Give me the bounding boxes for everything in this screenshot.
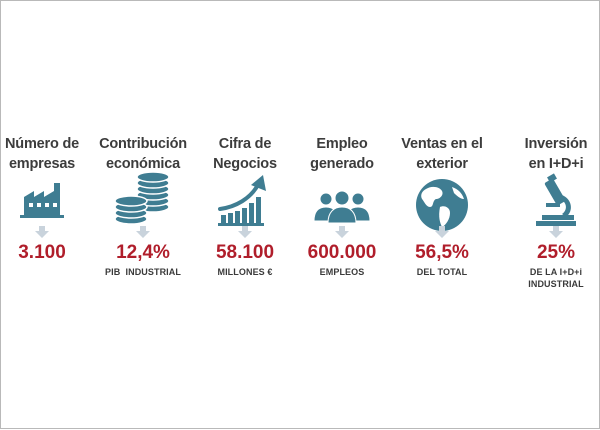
stat-title: Cifra de Negocios <box>195 134 295 174</box>
title-line-2: Negocios <box>213 156 277 172</box>
title-line-1: Empleo <box>316 136 368 152</box>
stat-turnover: Cifra de Negocios 58.100 MILLONES € <box>195 1 295 430</box>
title-line-2: exterior <box>416 156 468 172</box>
stat-value: 56,5% <box>415 242 469 263</box>
stat-title: Empleo generado <box>292 134 392 174</box>
people-icon <box>314 190 370 224</box>
title-line-1: Cifra de <box>218 136 272 152</box>
microscope-icon <box>536 173 576 226</box>
sublabel-line-1: EMPLEOS <box>319 267 365 277</box>
sublabel-line-1: DE LA I+D+i <box>529 267 583 277</box>
arrow-down-icon <box>335 226 349 238</box>
coin-stacks-icon <box>114 171 170 225</box>
stat-sublabel: DEL TOTAL <box>392 266 492 278</box>
sublabel-line-1: DEL TOTAL <box>416 267 468 277</box>
stat-exports: Ventas en el exterior 56,5% DEL TOTAL <box>392 1 492 430</box>
stat-title: Número de empresas <box>0 134 92 174</box>
stat-employment: Empleo generado 600.000 EMPLEOS <box>292 1 392 430</box>
title-line-2: generado <box>310 156 374 172</box>
stat-title: Ventas en el exterior <box>392 134 492 174</box>
stat-sublabel: DE LA I+D+i INDUSTRIAL <box>506 266 600 290</box>
stat-sublabel: MILLONES € <box>195 266 295 278</box>
sublabel-line-1: MILLONES € <box>217 267 273 277</box>
arrow-down-icon <box>435 226 449 238</box>
sublabel-line-1: PIB INDUSTRIAL <box>104 267 181 277</box>
stat-companies: Número de empresas 3.100 <box>0 1 92 430</box>
arrow-down-icon <box>136 226 150 238</box>
title-line-1: Inversión <box>524 136 588 152</box>
arrow-down-icon <box>238 226 252 238</box>
title-line-1: Número de <box>5 136 79 152</box>
factory-icon <box>20 183 64 218</box>
arrow-down-icon <box>35 226 49 238</box>
stat-value: 58.100 <box>215 242 275 263</box>
title-line-2: empresas <box>8 156 76 172</box>
stat-rd-investment: Inversión en I+D+i 25% DE LA I+D+i INDUS… <box>506 1 600 430</box>
stat-sublabel: EMPLEOS <box>292 266 392 278</box>
stat-value: 600.000 <box>307 242 377 263</box>
stat-value: 12,4% <box>116 242 170 263</box>
globe-icon <box>416 179 468 231</box>
stat-value: 3.100 <box>18 242 66 263</box>
growth-chart-icon <box>218 175 266 226</box>
title-line-2: en I+D+i <box>528 156 584 172</box>
stat-title: Contribución económica <box>93 134 193 174</box>
sublabel-line-2: INDUSTRIAL <box>528 279 584 289</box>
title-line-1: Ventas en el <box>401 136 483 152</box>
stat-value: 25% <box>536 242 576 263</box>
title-line-2: económica <box>106 156 180 172</box>
arrow-down-icon <box>549 226 563 238</box>
stat-economic-contribution: Contribución económica 12,4% PIB INDUSTR… <box>93 1 193 430</box>
stat-title: Inversión en I+D+i <box>506 134 600 174</box>
title-line-1: Contribución <box>99 136 187 152</box>
stat-sublabel: PIB INDUSTRIAL <box>93 266 193 278</box>
